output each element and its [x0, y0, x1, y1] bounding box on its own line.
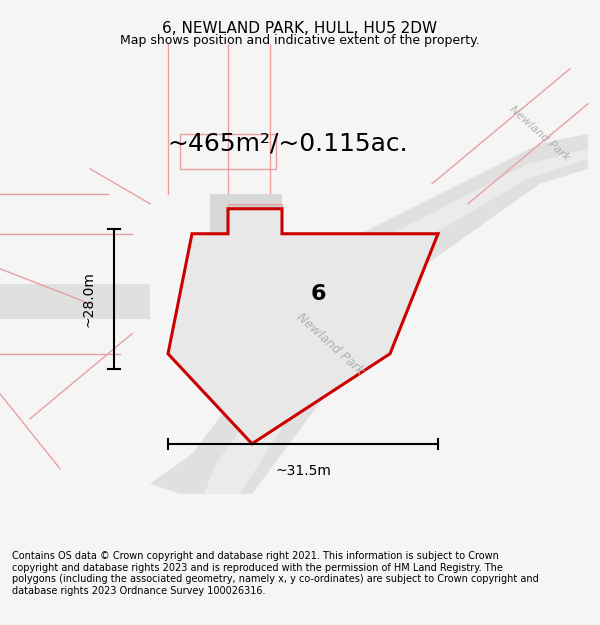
Polygon shape	[168, 209, 438, 444]
Polygon shape	[150, 134, 588, 494]
Text: Newland Park: Newland Park	[508, 104, 572, 163]
Text: 6: 6	[310, 284, 326, 304]
Polygon shape	[210, 194, 282, 244]
Polygon shape	[0, 284, 150, 319]
Polygon shape	[228, 204, 282, 234]
Text: Newland Park: Newland Park	[294, 310, 366, 378]
Text: Contains OS data © Crown copyright and database right 2021. This information is : Contains OS data © Crown copyright and d…	[12, 551, 539, 596]
Polygon shape	[204, 149, 588, 494]
Text: Map shows position and indicative extent of the property.: Map shows position and indicative extent…	[120, 34, 480, 47]
Text: ~28.0m: ~28.0m	[82, 271, 96, 327]
Text: ~465m²/~0.115ac.: ~465m²/~0.115ac.	[167, 132, 409, 156]
Text: ~31.5m: ~31.5m	[275, 464, 331, 478]
Text: 6, NEWLAND PARK, HULL, HU5 2DW: 6, NEWLAND PARK, HULL, HU5 2DW	[163, 21, 437, 36]
